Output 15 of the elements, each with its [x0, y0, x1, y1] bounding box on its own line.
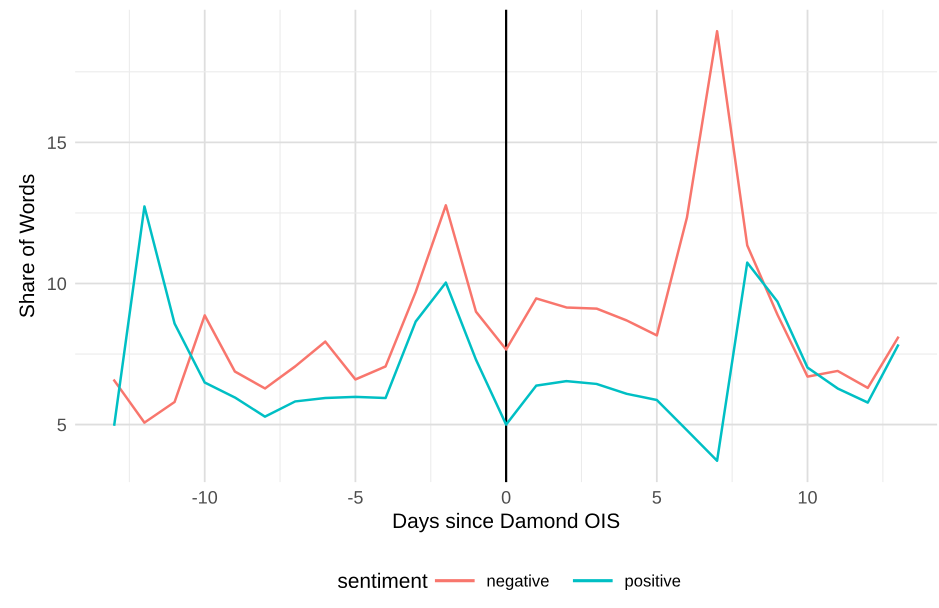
- y-tick-label: 10: [48, 277, 66, 290]
- y-tick-label: 5: [57, 418, 66, 432]
- line-series: [113, 205, 900, 462]
- legend-label: positive: [626, 574, 680, 590]
- x-tick-label: 10: [798, 490, 817, 504]
- y-axis-title: Share of Words: [18, 174, 34, 318]
- x-tick-label: -5: [348, 491, 363, 504]
- legend-title: sentiment: [338, 572, 428, 588]
- x-tick-label: 5: [652, 491, 662, 504]
- x-axis-title: Days since Damond OIS: [394, 512, 620, 532]
- line-series: [113, 30, 900, 424]
- legend-label: negative: [488, 574, 549, 590]
- y-tick-label: 15: [48, 136, 66, 150]
- x-tick-label: 0: [502, 490, 510, 504]
- x-tick-label: -10: [192, 490, 218, 504]
